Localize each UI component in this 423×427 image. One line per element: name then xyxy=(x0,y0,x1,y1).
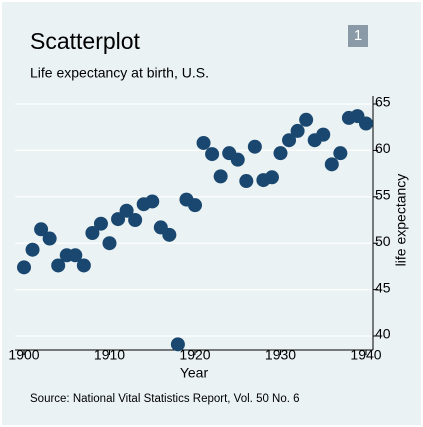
x-tick-label: 1900 xyxy=(8,347,39,363)
y-tick-label: 60 xyxy=(375,140,391,156)
point xyxy=(290,123,305,138)
note: Source: National Vital Statistics Report… xyxy=(30,393,300,405)
subtitle: Life expectancy at birth, U.S. xyxy=(30,65,209,81)
badge: 1 xyxy=(354,27,362,44)
y-tick-label: 55 xyxy=(375,187,391,203)
point xyxy=(359,116,373,131)
point xyxy=(17,260,31,275)
point xyxy=(230,152,245,167)
point xyxy=(205,147,220,162)
point xyxy=(51,258,66,273)
point xyxy=(119,203,134,218)
x-axis-label: Year xyxy=(180,365,209,381)
y-tick-label: 65 xyxy=(375,94,391,110)
point xyxy=(213,169,228,184)
x-tick-label: 1920 xyxy=(179,347,210,363)
point xyxy=(264,170,279,185)
point xyxy=(128,213,143,227)
point xyxy=(34,222,49,237)
point xyxy=(85,225,100,240)
point xyxy=(68,248,83,263)
point xyxy=(282,133,297,148)
point xyxy=(333,146,348,161)
point xyxy=(316,127,331,142)
point xyxy=(247,139,262,154)
x-tick-label: 1930 xyxy=(265,347,296,363)
point xyxy=(145,194,160,209)
point xyxy=(76,258,91,273)
point xyxy=(196,135,211,150)
point xyxy=(93,216,108,231)
point xyxy=(324,157,339,172)
y-tick-label: 50 xyxy=(375,233,391,249)
point xyxy=(299,112,314,127)
x-tick-label: 1940 xyxy=(350,347,381,363)
point xyxy=(239,174,254,189)
y-tick-label: 40 xyxy=(375,326,391,342)
point xyxy=(42,231,57,246)
point xyxy=(170,337,185,352)
x-tick-label: 1910 xyxy=(94,347,125,363)
y-axis-label: life expectancy xyxy=(393,174,409,267)
point xyxy=(25,242,40,257)
point xyxy=(102,236,117,251)
point xyxy=(188,198,202,213)
y-tick-label: 45 xyxy=(375,279,391,295)
point xyxy=(162,227,177,242)
point xyxy=(111,212,126,227)
point xyxy=(273,146,288,161)
badge-box xyxy=(348,25,368,47)
chart-title: Scatterplot xyxy=(30,28,141,54)
